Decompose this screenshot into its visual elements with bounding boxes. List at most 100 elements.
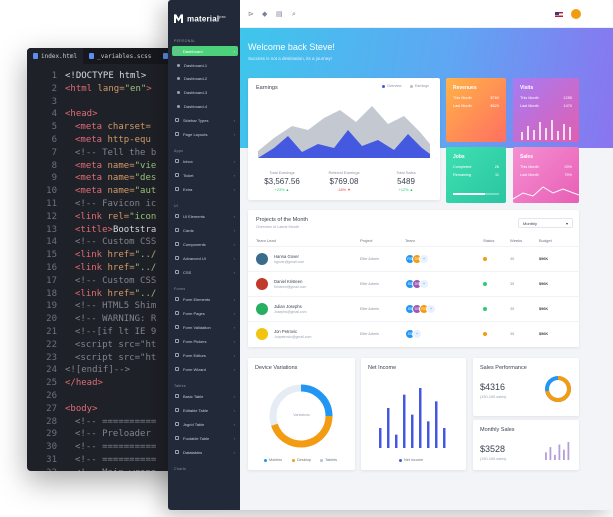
code-token: <meta (75, 160, 108, 171)
line-text: <script src="ht (75, 352, 156, 364)
add-member-icon[interactable]: + (412, 329, 422, 339)
code-token: <link (75, 250, 108, 261)
tile-row: Last Month 75% (520, 173, 572, 177)
add-member-icon[interactable]: + (426, 304, 436, 314)
tile-row: This Month $760 (453, 96, 499, 100)
monthly-sales-card: Monthly Sales $3528 (150-165 sales) (473, 420, 579, 470)
sidebar-item[interactable]: Form Elements › (172, 294, 238, 304)
code-token: "en" (124, 83, 147, 94)
sidebar-item[interactable]: Datatables › (172, 447, 238, 457)
earnings-area-blue (258, 130, 430, 158)
sidebar-item[interactable]: Dashboard › (172, 46, 238, 56)
sidebar-item[interactable]: UI Elements › (172, 211, 238, 221)
sidebar-item[interactable]: Basic Table › (172, 391, 238, 401)
sidebar-item[interactable]: Footable Table › (172, 433, 238, 443)
table-row[interactable]: Julian Josephs Josephs@gmail.com Elite Adm… (248, 296, 579, 321)
monthly-sales-bars (545, 442, 570, 460)
editable-table-icon (175, 408, 179, 412)
message-icon[interactable]: ▤ (276, 11, 283, 18)
line-text: <head> (65, 108, 98, 120)
line-number: 17 (46, 275, 57, 286)
add-member-icon[interactable]: + (419, 279, 429, 289)
tile-visits: Visits This Month 1255 Last Month 1470 (513, 78, 579, 142)
add-member-icon[interactable]: + (419, 254, 429, 264)
chevron-right-icon: › (233, 324, 235, 330)
line-number: 26 (46, 391, 57, 401)
income-bar (435, 401, 438, 448)
code-line: 26 (27, 390, 227, 402)
sidebar-item[interactable]: Dashboard-1 (172, 60, 238, 70)
sidebar-item[interactable]: Advanced UI › (172, 253, 238, 263)
search-icon[interactable]: ⌕ (292, 11, 296, 18)
tile-bar (545, 128, 547, 140)
line-text: <!-- Custom CSS (75, 275, 156, 287)
sidebar-item-label: Sidebar Types (183, 117, 209, 123)
avatar (256, 328, 268, 340)
toggle-icon[interactable]: ⊳ (248, 11, 254, 18)
sidebar-item[interactable]: CSS › (172, 267, 238, 277)
chevron-right-icon: › (233, 269, 235, 275)
tile-row-label: This Month (453, 96, 472, 100)
welcome-title: Welcome back Steve! (248, 42, 335, 52)
sidebar-item[interactable]: Form Pickers › (172, 336, 238, 346)
sidebar-item[interactable]: Ticket › (172, 170, 238, 180)
sidebar-item[interactable]: Page Layouts › (172, 129, 238, 139)
sidebar-item[interactable]: Form Editors › (172, 350, 238, 360)
monthly-sales-value: $3528 (480, 444, 506, 454)
tile-row-value: 25% (564, 165, 572, 169)
table-row[interactable]: Jon Petrovic Jonpetrovic@gmail.com Elite A… (248, 321, 579, 346)
code-token: <!-- ========== (75, 442, 157, 453)
earnings-area-grey (258, 106, 430, 158)
code-token: <meta (75, 122, 108, 133)
projects-title: Projects of the Month (256, 217, 308, 223)
chevron-right-icon: › (233, 421, 235, 427)
sidebar-item-label: Jsgrid Table (183, 421, 205, 427)
earnings-title: Earnings (256, 85, 278, 91)
chevron-right-icon: › (233, 435, 235, 441)
line-number: 25 (46, 378, 57, 389)
user-avatar[interactable] (571, 9, 581, 19)
sidebar-item[interactable]: Extra › (172, 184, 238, 194)
sidebar-item-label: CSS (183, 269, 192, 275)
code-line: 23 <script src="ht (27, 352, 227, 364)
sidebar-item[interactable]: Form Validation › (172, 322, 238, 332)
stat-total-sales: Total Sales 5489 +12% ▲ (396, 170, 416, 192)
sidebar-item[interactable]: Jsgrid Table › (172, 419, 238, 429)
line-number: 16 (46, 263, 57, 273)
line-number: 9 (51, 173, 57, 184)
sidebar-item[interactable]: Cards › (172, 225, 238, 235)
code-token: <!--[if lt IE 9 (75, 327, 157, 337)
chevron-right-icon: › (233, 241, 235, 247)
table-row[interactable]: Daniel Kristeen Kristeen@gmail.com Elite A… (248, 271, 579, 296)
tab-variables-scss[interactable]: _variables.scss (83, 48, 157, 64)
logo[interactable]: materialpro (174, 14, 226, 24)
sidebar-item[interactable]: Dashboard-3 (172, 87, 238, 97)
code-token: "vie (134, 160, 157, 171)
form-validation-icon (175, 325, 179, 329)
sidebar-item[interactable]: Sidebar Types › (172, 115, 238, 125)
bell-icon[interactable]: ◆ (262, 11, 268, 18)
sidebar-item[interactable]: Dashboard-2 (172, 73, 238, 83)
chevron-right-icon: › (233, 186, 235, 192)
code-token: <!-- Tell the b (75, 147, 157, 158)
sidebar-item[interactable]: Inbox › (172, 156, 238, 166)
team-avatars: SS DS RG + (405, 304, 436, 314)
lead-email: hgover@gmail.com (274, 260, 305, 264)
table-row[interactable]: Hanna Gover hgover@gmail.com Elite Admin RG… (248, 246, 579, 271)
month-select[interactable]: Monthly ▾ (518, 218, 573, 228)
sidebar-item[interactable]: Dashboard-4 (172, 101, 238, 111)
line-number: 14 (46, 237, 57, 248)
tab-index-html[interactable]: index.html (27, 48, 84, 64)
sidebar-item[interactable]: Form Wizard › (172, 364, 238, 374)
code-token: http-equ (107, 135, 151, 145)
code-line: 16 <link href="../ (27, 262, 227, 274)
sidebar-item-label: Page Layouts (183, 131, 208, 137)
code-token: <!-- Custom CSS (75, 237, 157, 248)
sidebar-item[interactable]: Components › (172, 239, 238, 249)
code-token: charset= (107, 122, 151, 133)
monthly-sales-bar (554, 454, 556, 460)
sidebar-item[interactable]: Form Pages › (172, 308, 238, 318)
sidebar-item[interactable]: Editable Table › (172, 405, 238, 415)
flag-icon[interactable] (555, 12, 563, 17)
monthly-sales-bar (563, 449, 565, 460)
